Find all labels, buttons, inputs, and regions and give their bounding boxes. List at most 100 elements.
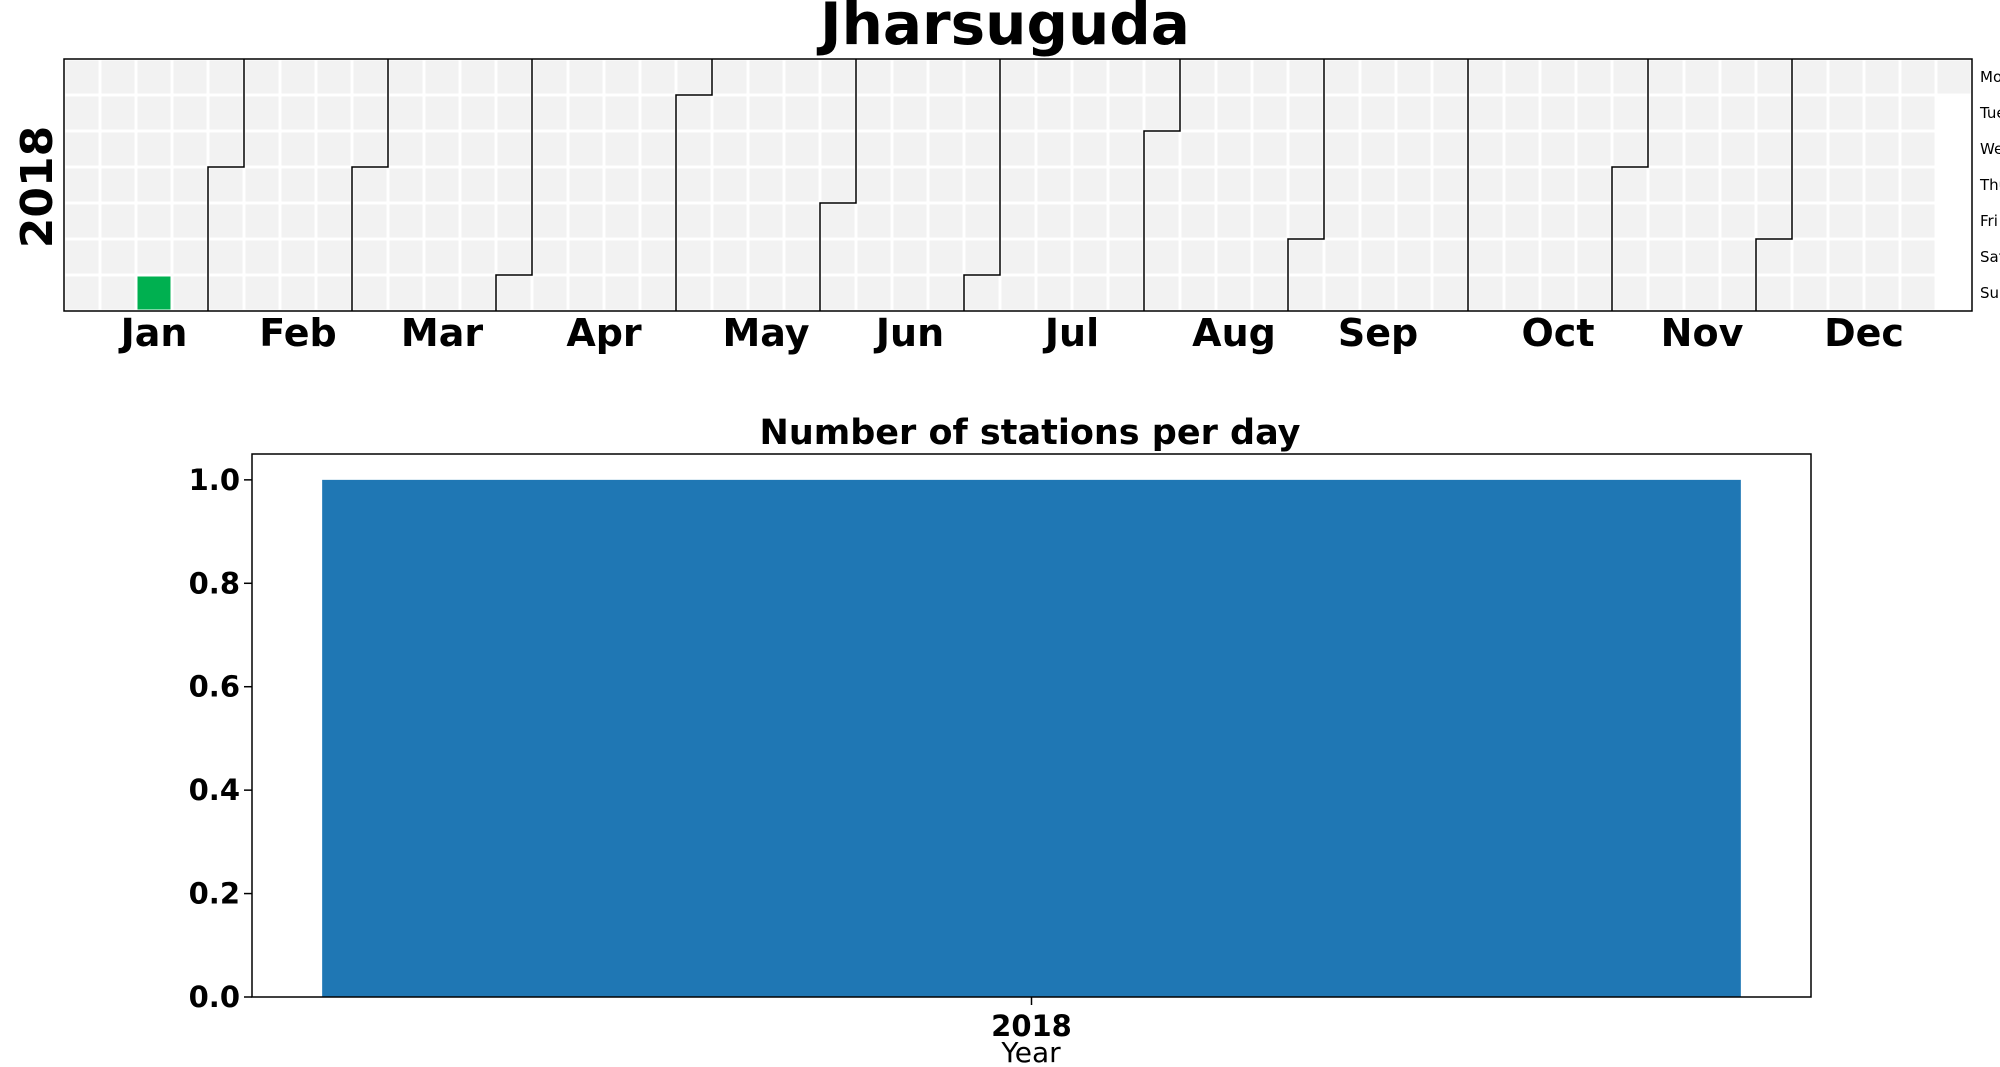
month-boundary <box>675 59 713 311</box>
calendar-cell <box>1685 132 1719 166</box>
calendar-cell <box>1901 60 1935 94</box>
calendar-cell <box>1685 204 1719 238</box>
month-label: Dec <box>1824 311 1904 355</box>
calendar-cell <box>1541 60 1575 94</box>
month-labels: Jan Feb Mar Apr May Jun Jul Aug Sep Oct Nov Dec <box>118 311 1904 355</box>
calendar-cell <box>1685 168 1719 202</box>
calendar-cell <box>965 60 999 94</box>
calendar-cell <box>461 96 495 130</box>
calendar-cell <box>821 168 855 202</box>
calendar-cell <box>1793 132 1827 166</box>
calendar-cell <box>281 132 315 166</box>
calendar-cell <box>1001 132 1035 166</box>
calendar-cell <box>1577 132 1611 166</box>
calendar-cell <box>65 204 99 238</box>
calendar-cell <box>1361 276 1395 310</box>
calendar-cell <box>1757 276 1791 310</box>
month-label: Aug <box>1192 311 1276 355</box>
calendar-cell <box>1433 204 1467 238</box>
calendar-cell <box>785 240 819 274</box>
calendar-cell <box>1901 132 1935 166</box>
calendar-cell <box>1685 240 1719 274</box>
calendar-cell <box>1397 168 1431 202</box>
calendar-cell <box>1217 276 1251 310</box>
month-boundary <box>1287 59 1325 311</box>
calendar-cell <box>641 60 675 94</box>
calendar-cell <box>1577 240 1611 274</box>
calendar-cell <box>353 132 387 166</box>
calendar-cell <box>425 276 459 310</box>
y-tick-label: 0.4 <box>189 773 240 807</box>
calendar-cell <box>65 240 99 274</box>
calendar-cell <box>137 240 171 274</box>
calendar-cell <box>317 96 351 130</box>
calendar-cell <box>1217 204 1251 238</box>
calendar-cell <box>173 60 207 94</box>
month-boundary <box>207 59 245 311</box>
calendar-cell <box>1109 204 1143 238</box>
month-label: Feb <box>259 311 336 355</box>
calendar-cell <box>1397 276 1431 310</box>
calendar-cell <box>677 204 711 238</box>
calendar-cell <box>785 168 819 202</box>
calendar-cell <box>1505 96 1539 130</box>
calendar-cell <box>1793 276 1827 310</box>
calendar-cell <box>245 204 279 238</box>
calendar-cell <box>1469 96 1503 130</box>
calendar-cell <box>1325 132 1359 166</box>
calendar-cell <box>353 276 387 310</box>
calendar-cell <box>641 204 675 238</box>
calendar-cell <box>1001 168 1035 202</box>
calendar-cell <box>317 276 351 310</box>
calendar-cell <box>605 96 639 130</box>
calendar-cell <box>173 132 207 166</box>
calendar-cell <box>101 204 135 238</box>
calendar-cell <box>1289 204 1323 238</box>
calendar-cell <box>1793 60 1827 94</box>
calendar-cell <box>281 96 315 130</box>
calendar-cells <box>65 60 1971 310</box>
calendar-cell <box>317 60 351 94</box>
calendar-cell <box>497 240 531 274</box>
calendar-cell <box>677 276 711 310</box>
calendar-cell <box>1829 168 1863 202</box>
bar-series <box>322 479 1741 997</box>
calendar-cell <box>1361 96 1395 130</box>
calendar-cell <box>1073 168 1107 202</box>
calendar-cell <box>857 240 891 274</box>
calendar-cell <box>569 168 603 202</box>
calendar-cell <box>893 96 927 130</box>
calendar-cell <box>821 240 855 274</box>
weekday-label: Sun <box>1980 284 2000 302</box>
calendar-cell <box>965 168 999 202</box>
calendar-cell <box>1757 204 1791 238</box>
calendar-cell <box>1757 240 1791 274</box>
calendar-cell <box>1613 96 1647 130</box>
calendar-heatmap: Jharsuguda 2018 Jan Feb Mar Apr May Jun Jul Aug… <box>12 0 2000 355</box>
calendar-cell <box>1181 96 1215 130</box>
calendar-cell <box>137 204 171 238</box>
calendar-cell-active <box>137 276 171 310</box>
calendar-cell <box>1289 60 1323 94</box>
calendar-cell <box>1361 132 1395 166</box>
calendar-cell <box>965 132 999 166</box>
calendar-cell <box>1829 60 1863 94</box>
calendar-cell <box>1073 60 1107 94</box>
calendar-cell <box>713 168 747 202</box>
calendar-cell <box>1757 168 1791 202</box>
calendar-cell <box>1001 96 1035 130</box>
calendar-cell <box>1289 96 1323 130</box>
y-axis-ticks: 0.0 0.2 0.4 0.6 0.8 1.0 <box>189 463 252 1014</box>
calendar-cell <box>1793 168 1827 202</box>
month-label: Jun <box>873 311 944 355</box>
calendar-cell <box>1433 276 1467 310</box>
stations-bar-chart: Number of stations per day 0.00.20.40.60… <box>189 413 1812 1067</box>
month-boundary <box>819 59 857 311</box>
calendar-cell <box>137 60 171 94</box>
calendar-cell <box>749 132 783 166</box>
calendar-cell <box>1181 132 1215 166</box>
calendar-cell <box>1325 168 1359 202</box>
calendar-cell <box>1433 132 1467 166</box>
calendar-cell <box>1505 240 1539 274</box>
